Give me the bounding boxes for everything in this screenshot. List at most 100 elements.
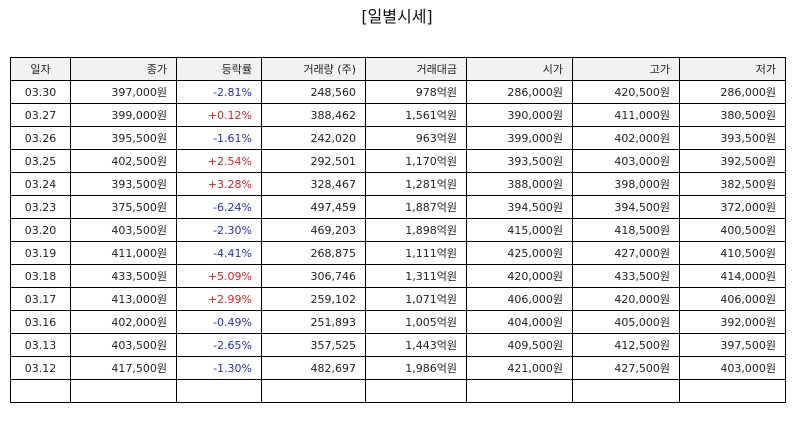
cell-volume: 497,459	[261, 195, 366, 219]
table-row: 03.25 402,500원 +2.54% 292,501 1,170억원 393,500…	[10, 149, 786, 173]
cell-low: 397,500원	[679, 333, 786, 357]
cell-volume: 328,467	[261, 172, 366, 196]
cell-open: 390,000원	[466, 103, 573, 127]
cell-open: 415,000원	[466, 218, 573, 242]
daily-price-table: 일자 종가 등락률 거래량 (주) 거래대금 시가 고가 저가 03.30 397…	[10, 57, 786, 403]
cell-date: 03.20	[10, 218, 71, 242]
table-row: 03.27 399,000원 +0.12% 388,462 1,561억원 390,000…	[10, 103, 786, 127]
cell-close: 417,500원	[70, 356, 177, 380]
cell-date: 03.17	[10, 287, 71, 311]
cell-low: 414,000원	[679, 264, 786, 288]
cell-volume: 248,560	[261, 80, 366, 104]
cell-change-rate: +5.09%	[176, 264, 262, 288]
cell-trade-value: 1,561억원	[365, 103, 467, 127]
cell-close: 402,000원	[70, 310, 177, 334]
cell-change-rate	[176, 379, 262, 403]
cell-volume: 306,746	[261, 264, 366, 288]
cell-close: 403,500원	[70, 333, 177, 357]
table-row: 03.23 375,500원 -6.24% 497,459 1,887억원 394,500…	[10, 195, 786, 219]
cell-change-rate: -1.61%	[176, 126, 262, 150]
cell-volume: 482,697	[261, 356, 366, 380]
table-row: 03.18 433,500원 +5.09% 306,746 1,311억원 420,000…	[10, 264, 786, 288]
header-open: 시가	[466, 57, 573, 81]
cell-high	[572, 379, 680, 403]
cell-low: 382,500원	[679, 172, 786, 196]
cell-change-rate: -2.65%	[176, 333, 262, 357]
cell-date	[10, 379, 71, 403]
cell-close: 402,500원	[70, 149, 177, 173]
cell-date: 03.26	[10, 126, 71, 150]
cell-high: 402,000원	[572, 126, 680, 150]
cell-volume: 242,020	[261, 126, 366, 150]
cell-close: 395,500원	[70, 126, 177, 150]
header-high: 고가	[572, 57, 680, 81]
cell-high: 427,500원	[572, 356, 680, 380]
table-row: 03.13 403,500원 -2.65% 357,525 1,443억원 409,500…	[10, 333, 786, 357]
cell-date: 03.12	[10, 356, 71, 380]
cell-date: 03.16	[10, 310, 71, 334]
cell-open: 409,500원	[466, 333, 573, 357]
cell-open: 286,000원	[466, 80, 573, 104]
table-row: 03.12 417,500원 -1.30% 482,697 1,986억원 421,000…	[10, 356, 786, 380]
cell-change-rate: -0.49%	[176, 310, 262, 334]
table-row: 03.26 395,500원 -1.61% 242,020 963억원 399,000원 4…	[10, 126, 786, 150]
header-close: 종가	[70, 57, 177, 81]
table-row: 03.24 393,500원 +3.28% 328,467 1,281억원 388,000…	[10, 172, 786, 196]
header-date: 일자	[10, 57, 71, 81]
cell-low: 372,000원	[679, 195, 786, 219]
cell-open: 421,000원	[466, 356, 573, 380]
cell-high: 420,500원	[572, 80, 680, 104]
table-row: 03.17 413,000원 +2.99% 259,102 1,071억원 406,000…	[10, 287, 786, 311]
table-row: 03.20 403,500원 -2.30% 469,203 1,898억원 415,000…	[10, 218, 786, 242]
cell-open	[466, 379, 573, 403]
cell-open: 394,500원	[466, 195, 573, 219]
header-low: 저가	[679, 57, 786, 81]
cell-volume: 292,501	[261, 149, 366, 173]
cell-high: 411,000원	[572, 103, 680, 127]
cell-trade-value: 1,898억원	[365, 218, 467, 242]
cell-date: 03.25	[10, 149, 71, 173]
cell-high: 433,500원	[572, 264, 680, 288]
cell-close: 413,000원	[70, 287, 177, 311]
cell-date: 03.13	[10, 333, 71, 357]
table-row: 03.19 411,000원 -4.41% 268,875 1,111억원 425,000…	[10, 241, 786, 265]
cell-open: 406,000원	[466, 287, 573, 311]
cell-trade-value: 1,111억원	[365, 241, 467, 265]
cell-trade-value: 963억원	[365, 126, 467, 150]
cell-low: 403,000원	[679, 356, 786, 380]
cell-trade-value: 978억원	[365, 80, 467, 104]
table-header-row: 일자 종가 등락률 거래량 (주) 거래대금 시가 고가 저가	[10, 57, 786, 81]
cell-high: 405,000원	[572, 310, 680, 334]
cell-low: 286,000원	[679, 80, 786, 104]
cell-close: 399,000원	[70, 103, 177, 127]
cell-change-rate: +2.99%	[176, 287, 262, 311]
cell-change-rate: +0.12%	[176, 103, 262, 127]
cell-low	[679, 379, 786, 403]
cell-trade-value: 1,071억원	[365, 287, 467, 311]
cell-trade-value: 1,170억원	[365, 149, 467, 173]
cell-trade-value: 1,986억원	[365, 356, 467, 380]
cell-change-rate: -2.30%	[176, 218, 262, 242]
cell-high: 427,000원	[572, 241, 680, 265]
cell-close	[70, 379, 177, 403]
table-body: 03.30 397,000원 -2.81% 248,560 978억원 286,000원 4…	[10, 80, 786, 403]
cell-close: 403,500원	[70, 218, 177, 242]
table-row	[10, 379, 786, 403]
cell-trade-value: 1,005억원	[365, 310, 467, 334]
cell-date: 03.24	[10, 172, 71, 196]
cell-high: 403,000원	[572, 149, 680, 173]
cell-low: 392,000원	[679, 310, 786, 334]
cell-open: 404,000원	[466, 310, 573, 334]
cell-close: 393,500원	[70, 172, 177, 196]
cell-volume	[261, 379, 366, 403]
cell-change-rate: +3.28%	[176, 172, 262, 196]
cell-trade-value: 1,281억원	[365, 172, 467, 196]
header-volume: 거래량 (주)	[261, 57, 366, 81]
cell-low: 392,500원	[679, 149, 786, 173]
cell-change-rate: -2.81%	[176, 80, 262, 104]
cell-change-rate: -4.41%	[176, 241, 262, 265]
cell-high: 420,000원	[572, 287, 680, 311]
cell-date: 03.27	[10, 103, 71, 127]
cell-change-rate: -6.24%	[176, 195, 262, 219]
